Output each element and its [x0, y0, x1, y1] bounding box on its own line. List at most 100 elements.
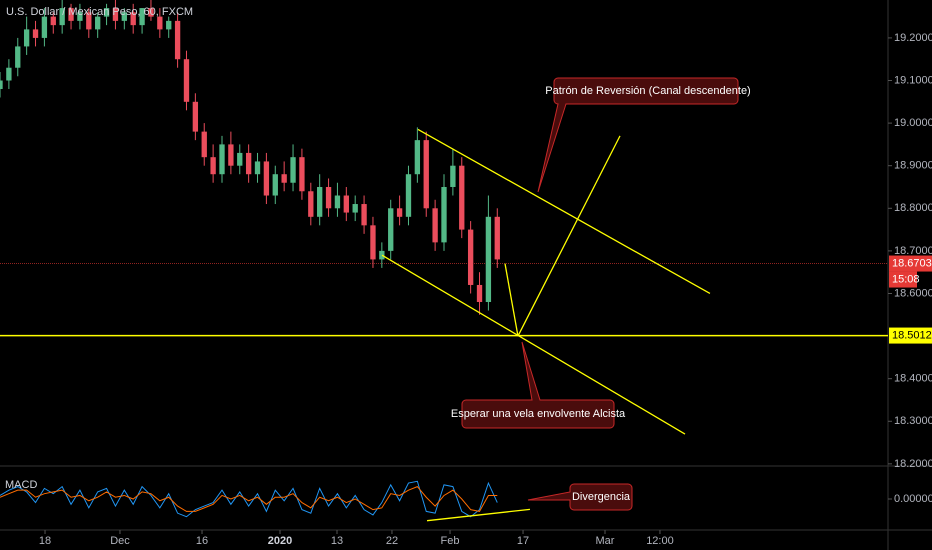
macd-label: MACD	[5, 479, 37, 491]
y-tick-label: 18.90000	[894, 160, 932, 172]
candle-body	[41, 16, 48, 38]
callout-box	[527, 483, 633, 511]
candle-body	[219, 144, 225, 175]
candle-body	[121, 12, 127, 21]
y-tick-label: 18.60000	[894, 287, 932, 299]
candle-body	[15, 46, 21, 68]
trendline	[517, 135, 621, 337]
candle-body	[361, 204, 367, 226]
candle-body	[192, 101, 199, 132]
callout-box	[537, 77, 739, 193]
candle-body	[130, 12, 136, 26]
y-tick-label: 19.10000	[894, 74, 932, 86]
callout-text: Patrón de Reversión (Canal descendente)	[545, 85, 750, 97]
y-tick-label: 19.20000	[894, 32, 932, 44]
candle-body	[396, 208, 403, 217]
candle-body	[32, 29, 39, 38]
candle-body	[228, 144, 234, 166]
candle-body	[485, 216, 492, 303]
candle-body	[50, 16, 56, 26]
candle-body	[459, 165, 465, 230]
level-label: 18.50122	[892, 329, 932, 341]
macd-line	[0, 480, 498, 518]
candle-body	[210, 157, 216, 175]
candle-body	[263, 161, 270, 196]
x-tick-label: Mar	[596, 535, 615, 547]
candle-body	[370, 225, 376, 260]
candle-body	[432, 208, 438, 243]
y-tick-label: 0.00000	[894, 493, 932, 505]
callout-text: Esperar una vela envolvente Alcista	[451, 408, 626, 420]
y-tick-label: 18.40000	[894, 373, 932, 385]
x-tick-label: Dec	[110, 535, 130, 547]
candle-body	[245, 152, 252, 175]
candle-body	[86, 12, 92, 30]
candle-body	[77, 12, 83, 21]
x-tick-label: 16	[196, 535, 208, 547]
macd-line	[0, 486, 498, 512]
candle-body	[95, 16, 101, 30]
callout: Patrón de Reversión (Canal descendente)	[537, 77, 751, 193]
trendline	[381, 254, 686, 435]
trendline	[504, 263, 519, 337]
callout-box	[461, 341, 615, 429]
y-tick-label: 18.80000	[894, 202, 932, 214]
x-tick-label: Feb	[441, 535, 460, 547]
candle-body	[174, 20, 181, 60]
x-tick-label: 13	[331, 535, 343, 547]
x-tick-label: 12:00	[646, 535, 674, 547]
candle-body	[201, 131, 207, 158]
y-tick-label: 19.00000	[894, 117, 932, 129]
candle-body	[59, 8, 65, 26]
x-tick-label: 2020	[268, 535, 292, 547]
candle-body	[157, 16, 163, 30]
candle-body	[166, 20, 172, 30]
candle-body	[423, 140, 429, 209]
candle-body	[388, 208, 394, 251]
candle-body	[441, 186, 447, 243]
candle-body	[317, 186, 323, 217]
last-price-label: 18.67030	[892, 257, 932, 269]
callout: Divergencia	[527, 483, 633, 511]
candle-body	[343, 195, 349, 213]
candle-body	[405, 174, 412, 217]
chart-title: U.S. Dollar / Mexican Peso, 60, FXCM	[6, 6, 193, 18]
candle-body	[299, 157, 305, 192]
candle-body	[281, 174, 287, 183]
y-tick-label: 18.20000	[894, 458, 932, 470]
candle-body	[183, 59, 190, 102]
y-tick-label: 18.70000	[894, 245, 932, 257]
candle-body	[467, 229, 474, 285]
candle-body	[112, 8, 119, 21]
candle-body	[148, 8, 154, 17]
x-tick-label: 18	[39, 535, 51, 547]
candle-body	[450, 165, 456, 187]
candle-body	[0, 80, 3, 90]
countdown-label: 15:08	[892, 273, 920, 285]
candle-body	[6, 67, 12, 81]
candle-body	[476, 284, 483, 303]
candle-body	[237, 152, 243, 166]
candle-body	[308, 191, 314, 217]
candle-body	[325, 186, 332, 209]
candle-body	[68, 8, 74, 21]
candle-body	[414, 140, 421, 175]
candle-body	[379, 250, 385, 260]
last-price-tag	[889, 255, 932, 272]
candle-body	[494, 216, 500, 260]
level-tag	[889, 327, 932, 344]
candle-body	[334, 195, 341, 209]
trendline	[417, 128, 711, 295]
candle-body	[103, 8, 110, 17]
candle-body	[254, 161, 261, 175]
callout-text: Divergencia	[572, 491, 631, 503]
candle-body	[139, 8, 145, 26]
callout: Esperar una vela envolvente Alcista	[451, 341, 626, 429]
candle-body	[290, 157, 296, 183]
x-tick-label: 17	[517, 535, 529, 547]
candle-body	[352, 204, 358, 213]
candle-body	[23, 29, 30, 47]
